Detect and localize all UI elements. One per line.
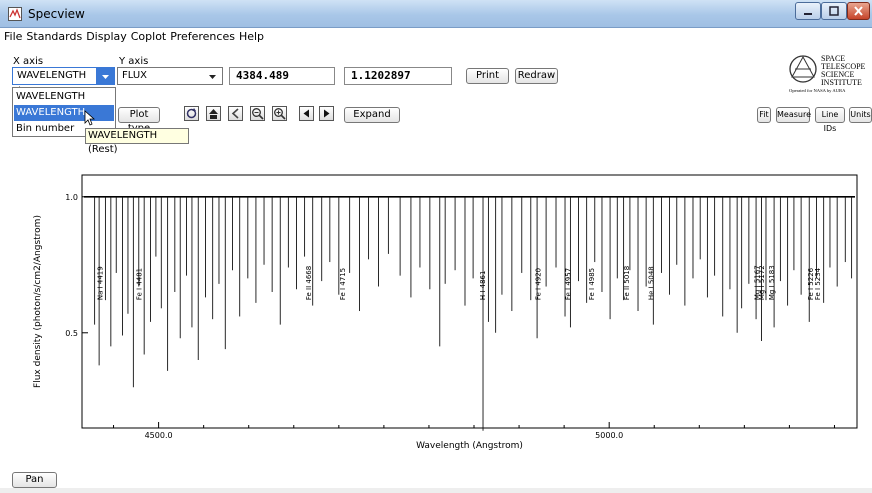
menu-coplot[interactable]: Coplot [130,30,167,43]
line-id-label: Fe I 5234 [814,267,822,300]
maximize-icon [829,6,839,16]
line-id-label: He I 5048 [647,266,655,300]
app-icon [8,7,22,21]
back-icon [231,108,239,119]
line-id-label: Fe II 5018 [623,266,631,300]
y-axis-select[interactable]: FLUX [117,67,223,85]
close-button[interactable] [847,2,870,20]
y-axis-dropdown-button[interactable] [204,68,222,84]
x-axis-title: Wavelength (Angstrom) [416,441,523,451]
menu-display[interactable]: Display [86,30,127,43]
scroll-left-icon [303,109,309,118]
mouse-pointer-icon [84,110,96,126]
line-id-label: Fe I 4481 [135,268,143,300]
svg-text:TELESCOPE: TELESCOPE [821,62,866,71]
tooltip: WAVELENGTH (Rest) [85,128,189,155]
cursor-x-field[interactable]: 4384.489 [229,67,335,85]
svg-text:SPACE: SPACE [821,54,845,63]
refresh-icon [186,108,197,119]
spectrum-line-group [84,195,855,431]
chevron-down-icon [102,75,109,79]
chart-axes: 4500.0 5000.0 0.5 1.0 [65,174,858,440]
home-icon [209,109,218,119]
expand-button[interactable]: Expand [344,107,400,123]
svg-text:Operated for NASA by AURA: Operated for NASA by AURA [789,88,846,93]
line-id-label: Mg I 5183 [768,265,776,300]
close-icon [854,6,863,16]
back-button[interactable] [228,106,243,121]
scroll-right-button[interactable] [319,106,334,121]
line-id-label: Mg I 5167 [754,265,762,300]
stsci-logo: SPACE TELESCOPE SCIENCE INSTITUTE Operat… [789,54,866,93]
line-id-label: Fe I 5226 [807,267,815,300]
y-tick-label: 1.0 [65,193,78,202]
zoom-out-button[interactable] [250,106,265,121]
units-button[interactable]: Units [849,107,872,123]
y-axis-label: Y axis [119,56,149,67]
line-id-label: H I 4861 [479,271,487,301]
home-button[interactable] [206,106,221,121]
minimize-button[interactable] [795,2,821,20]
x-axis-select[interactable]: WAVELENGTH (Re... [12,67,115,97]
x-tick-label: 5000.0 [595,431,623,440]
line-id-label: Fe I 4985 [588,268,596,300]
title-bar: Specview [0,0,872,28]
menu-bar: File Standards Display Coplot Preferences Hel… [0,28,872,45]
line-id-group: Na I 4419 Fe I 4481 Fe II 4668 Fe I 4715 H I… [97,265,822,300]
line-id-label: Fe I 4715 [339,268,347,300]
x-axis-label: X axis [13,56,44,67]
scroll-left-button[interactable] [299,106,314,121]
chevron-down-icon [209,75,216,79]
line-id-label: Na I 4419 [97,266,105,300]
svg-text:SCIENCE: SCIENCE [821,70,854,79]
zoom-in-button[interactable] [272,106,287,121]
y-axis-title: Flux density (photon/s/cm2/Angstrom) [33,215,43,388]
menu-standards[interactable]: Standards [26,30,83,43]
refresh-button[interactable] [184,106,199,121]
pan-button[interactable]: Pan [12,472,57,488]
dropdown-option-wavelength-rest[interactable]: WAVELENGTH (Rest) [14,105,114,134]
x-tick-label: 4500.0 [145,431,173,440]
status-bar [0,488,872,493]
dropdown-option-bin-number[interactable]: Bin number [16,123,75,134]
scroll-right-icon [324,109,330,118]
line-ids-button[interactable]: Line IDs [815,107,845,133]
plot-type-button[interactable]: Plot type [118,107,160,134]
print-button[interactable]: Print [466,68,509,84]
line-id-label: Fe II 4668 [305,266,313,300]
menu-file[interactable]: File [4,30,23,43]
line-id-label: Fe I 4920 [535,268,543,300]
x-axis-dropdown-button[interactable] [96,68,114,84]
line-id-label: Mg I 5172 [758,265,766,300]
window-title: Specview [28,7,85,21]
menu-help[interactable]: Help [238,30,265,43]
measure-button[interactable]: Measure [776,107,811,123]
spectrum-chart: 4500.0 5000.0 0.5 1.0 Na I 4419 Fe I 4481 Fe … [33,174,858,451]
zoom-out-icon [252,108,264,120]
fit-button[interactable]: Fit [757,107,771,123]
zoom-in-icon [274,108,286,120]
dropdown-option-wavelength[interactable]: WAVELENGTH [16,91,86,102]
svg-text:INSTITUTE: INSTITUTE [821,78,862,87]
y-axis-value: FLUX [122,70,147,81]
plot-frame [81,174,858,429]
maximize-button[interactable] [821,2,847,20]
cursor-y-field[interactable]: 1.1202897 [344,67,452,85]
y-tick-label: 0.5 [65,329,78,338]
redraw-button[interactable]: Redraw [515,68,558,84]
minimize-icon [804,13,812,15]
menu-preferences[interactable]: Preferences [170,30,235,43]
line-id-label: Fe I 4957 [564,268,572,300]
